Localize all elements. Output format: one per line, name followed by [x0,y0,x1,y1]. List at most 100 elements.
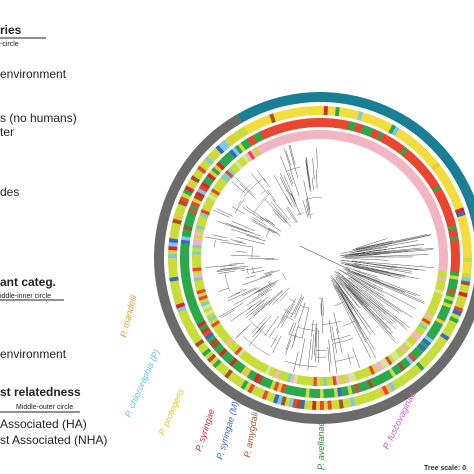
ring-inner-segment [450,264,460,270]
ring-inner-segment [379,373,387,383]
ring-middle-segment [224,137,234,147]
ring-inner-segment [234,144,244,155]
ring-innermost-segment [274,137,281,147]
tree-arc [342,320,356,327]
ring-inner-segment [185,294,196,302]
ring-middle-segment [168,245,178,251]
ring-inner-segment [223,352,233,363]
ring-inner-segment [427,178,438,187]
tree-branch [312,157,315,180]
tree-branch [352,266,401,279]
ring-middle-segment [209,150,220,160]
ring-middle-segment [381,120,390,131]
ring-inner-segment [246,136,255,147]
tree-arc [252,197,268,215]
ring-inner-segment [211,166,221,176]
tree-branch [345,263,406,276]
tree-arc [268,281,271,286]
tree-branch [343,263,392,277]
tree-arc [292,312,296,315]
ring-innermost-segment [205,196,216,204]
tree-branch [312,177,314,190]
tree-branch [227,287,257,302]
ring-middle-segment [303,400,309,410]
tree-arc [260,190,266,195]
ring-innermost-segment [376,361,384,371]
ring-inner-segment [228,357,238,367]
tree-branch [351,260,435,269]
ring-innermost-segment [438,258,448,262]
ring-inner-segment [192,197,202,205]
ring-middle-segment [258,117,266,128]
tree-branch [227,292,241,299]
label-protegens: P. protegens [157,387,187,437]
tree-branch [334,273,363,303]
tree-branch [348,277,400,313]
ring-inner-segment [323,388,328,398]
tree-branch [346,267,378,278]
tree-branch [212,234,227,239]
ring-inner-segment [294,119,300,130]
ring-middle-segment [381,385,390,396]
ring-innermost-segment [192,260,202,265]
ring-inner-segment [280,122,287,133]
tree-branch [305,205,310,216]
ring-inner-segment [421,169,432,179]
ring-innermost-segment [353,135,360,145]
ring-innermost-segment [218,330,228,339]
ring-innermost-segment [196,221,206,228]
ring-middle-segment [415,361,425,372]
tree-branch [276,210,292,227]
ring-innermost-segment [416,325,426,334]
ring-innermost-segment [429,209,440,216]
ring-innermost-segment [353,371,360,381]
ring-inner-segment [202,329,213,338]
tree-branch [338,272,411,329]
ring-middle-segment [247,383,256,394]
ring-inner-segment [249,371,258,382]
tree-branch [265,270,280,275]
tree-branch [253,280,279,294]
ring-innermost-segment [258,362,266,373]
tree-branch [264,270,275,274]
ring-inner-segment [190,307,201,315]
legend-subheading: Middle-outer circle [16,404,73,411]
ring-innermost-segment [199,211,209,219]
tree-branch [341,276,397,324]
ring-innermost-segment [192,270,203,275]
tree-branch [342,268,384,290]
ring-middle-segment [458,291,468,298]
ring-innermost-segment [273,369,281,379]
ring-middle-segment [423,353,433,363]
tree-branch [245,206,269,223]
ring-middle-segment [338,399,344,409]
ring-innermost-segment [220,174,230,184]
ring-inner-segment [376,131,384,142]
tree-branch [353,269,421,297]
ring-inner-segment [220,350,230,360]
tree-branch [283,174,296,202]
ring-middle-segment [304,106,310,116]
ring-inner-segment [444,214,455,222]
ring-middle-segment [334,399,340,410]
ring-middle-segment [230,373,240,384]
ring-innermost-segment [347,133,354,144]
tree-branch [252,322,265,338]
legend-item-water: ter [0,125,14,139]
tree-branch [251,220,275,234]
ring-middle-segment [178,199,188,207]
ring-middle-segment [250,385,259,396]
tree-arc [334,301,345,307]
ring-middle-segment [412,364,422,374]
ring-middle-segment [227,371,236,381]
ring-middle-segment [230,132,240,143]
ring-middle-segment [272,393,280,404]
ring-inner-segment [450,254,460,259]
ring-middle-segment [437,171,448,181]
ring-innermost-segment [417,322,428,331]
ring-middle-segment [450,312,461,321]
ring-inner-segment [379,133,388,143]
ring-innermost-segment [192,264,202,269]
tree-branch [315,328,318,363]
ring-innermost-segment [222,335,232,344]
